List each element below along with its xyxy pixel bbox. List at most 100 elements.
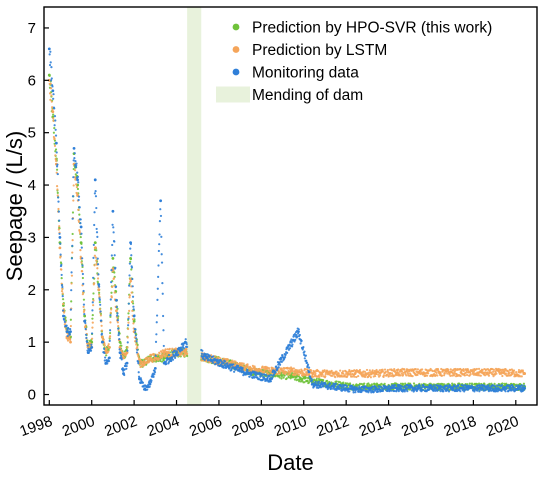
data-point bbox=[315, 377, 318, 380]
data-point bbox=[91, 321, 94, 324]
data-point bbox=[116, 319, 119, 322]
data-point bbox=[168, 353, 171, 357]
data-point bbox=[81, 270, 84, 273]
data-point bbox=[134, 334, 137, 337]
data-point bbox=[50, 65, 53, 69]
data-point bbox=[400, 372, 403, 375]
data-point bbox=[61, 287, 64, 290]
data-point bbox=[83, 319, 87, 322]
data-point bbox=[97, 288, 101, 292]
data-point bbox=[382, 374, 386, 377]
data-point bbox=[153, 366, 157, 370]
data-point bbox=[77, 181, 80, 184]
data-point bbox=[235, 362, 239, 365]
data-point bbox=[185, 348, 188, 351]
data-point bbox=[82, 298, 86, 301]
data-point bbox=[317, 382, 320, 385]
data-point bbox=[325, 379, 329, 382]
data-point bbox=[320, 380, 323, 384]
data-point bbox=[518, 375, 522, 378]
data-point bbox=[399, 382, 403, 385]
data-point bbox=[432, 384, 435, 387]
data-point bbox=[123, 373, 126, 377]
data-point bbox=[161, 314, 165, 318]
data-point bbox=[121, 367, 124, 370]
data-point bbox=[331, 387, 335, 390]
data-point bbox=[75, 162, 78, 165]
data-point bbox=[234, 360, 237, 363]
data-point bbox=[130, 254, 133, 257]
data-point bbox=[353, 385, 356, 388]
data-point bbox=[186, 354, 189, 358]
data-point bbox=[164, 348, 167, 351]
data-point bbox=[128, 262, 131, 265]
data-point bbox=[126, 341, 129, 344]
data-point bbox=[81, 264, 84, 267]
data-point bbox=[214, 362, 217, 365]
data-point bbox=[246, 363, 249, 366]
data-point bbox=[81, 293, 84, 296]
data-point bbox=[520, 384, 523, 387]
data-point bbox=[99, 303, 102, 306]
data-point bbox=[365, 368, 369, 372]
data-point bbox=[160, 253, 163, 256]
data-point bbox=[449, 374, 452, 377]
data-point bbox=[227, 364, 230, 367]
data-point bbox=[305, 359, 308, 362]
data-point bbox=[94, 256, 98, 259]
data-point bbox=[132, 319, 136, 323]
y-tick-label: 2 bbox=[28, 282, 36, 299]
data-point bbox=[245, 373, 248, 376]
data-point bbox=[522, 382, 526, 385]
x-tick-label: 2012 bbox=[314, 413, 351, 440]
data-point bbox=[166, 357, 170, 360]
data-point bbox=[383, 368, 387, 371]
data-point bbox=[269, 371, 272, 374]
data-point bbox=[119, 342, 122, 345]
data-point bbox=[57, 207, 60, 211]
data-point bbox=[76, 187, 80, 191]
x-tick-label: 2000 bbox=[60, 413, 97, 440]
data-point bbox=[211, 361, 215, 364]
data-point bbox=[107, 356, 111, 360]
data-point bbox=[375, 368, 378, 372]
data-point bbox=[403, 390, 406, 393]
data-point bbox=[275, 372, 278, 375]
data-point bbox=[116, 307, 119, 310]
data-point bbox=[76, 175, 80, 178]
data-point bbox=[382, 384, 386, 388]
data-point bbox=[504, 372, 508, 375]
data-point bbox=[119, 354, 123, 357]
data-point bbox=[146, 356, 150, 359]
data-point bbox=[369, 376, 372, 379]
data-point bbox=[251, 364, 254, 367]
data-point bbox=[96, 235, 99, 238]
data-point bbox=[232, 363, 235, 366]
data-point bbox=[91, 313, 94, 317]
data-point bbox=[91, 309, 94, 312]
data-point bbox=[160, 235, 163, 238]
data-point bbox=[245, 366, 248, 369]
data-point bbox=[314, 380, 317, 383]
data-point bbox=[73, 169, 77, 172]
data-point bbox=[427, 372, 430, 375]
data-point bbox=[146, 388, 149, 391]
data-point bbox=[112, 226, 115, 229]
data-point bbox=[63, 320, 66, 323]
data-point bbox=[98, 285, 101, 288]
data-point bbox=[399, 374, 402, 377]
data-point bbox=[451, 374, 454, 377]
data-point bbox=[132, 308, 135, 311]
data-point bbox=[322, 385, 325, 388]
data-point bbox=[58, 219, 61, 222]
data-point bbox=[83, 312, 86, 316]
data-point bbox=[53, 124, 56, 127]
data-point bbox=[110, 281, 113, 284]
data-point bbox=[519, 386, 523, 389]
data-point bbox=[243, 368, 247, 371]
data-point bbox=[308, 370, 311, 373]
data-point bbox=[117, 331, 121, 335]
data-point bbox=[136, 348, 139, 351]
data-point bbox=[93, 223, 96, 227]
data-point bbox=[218, 360, 221, 364]
